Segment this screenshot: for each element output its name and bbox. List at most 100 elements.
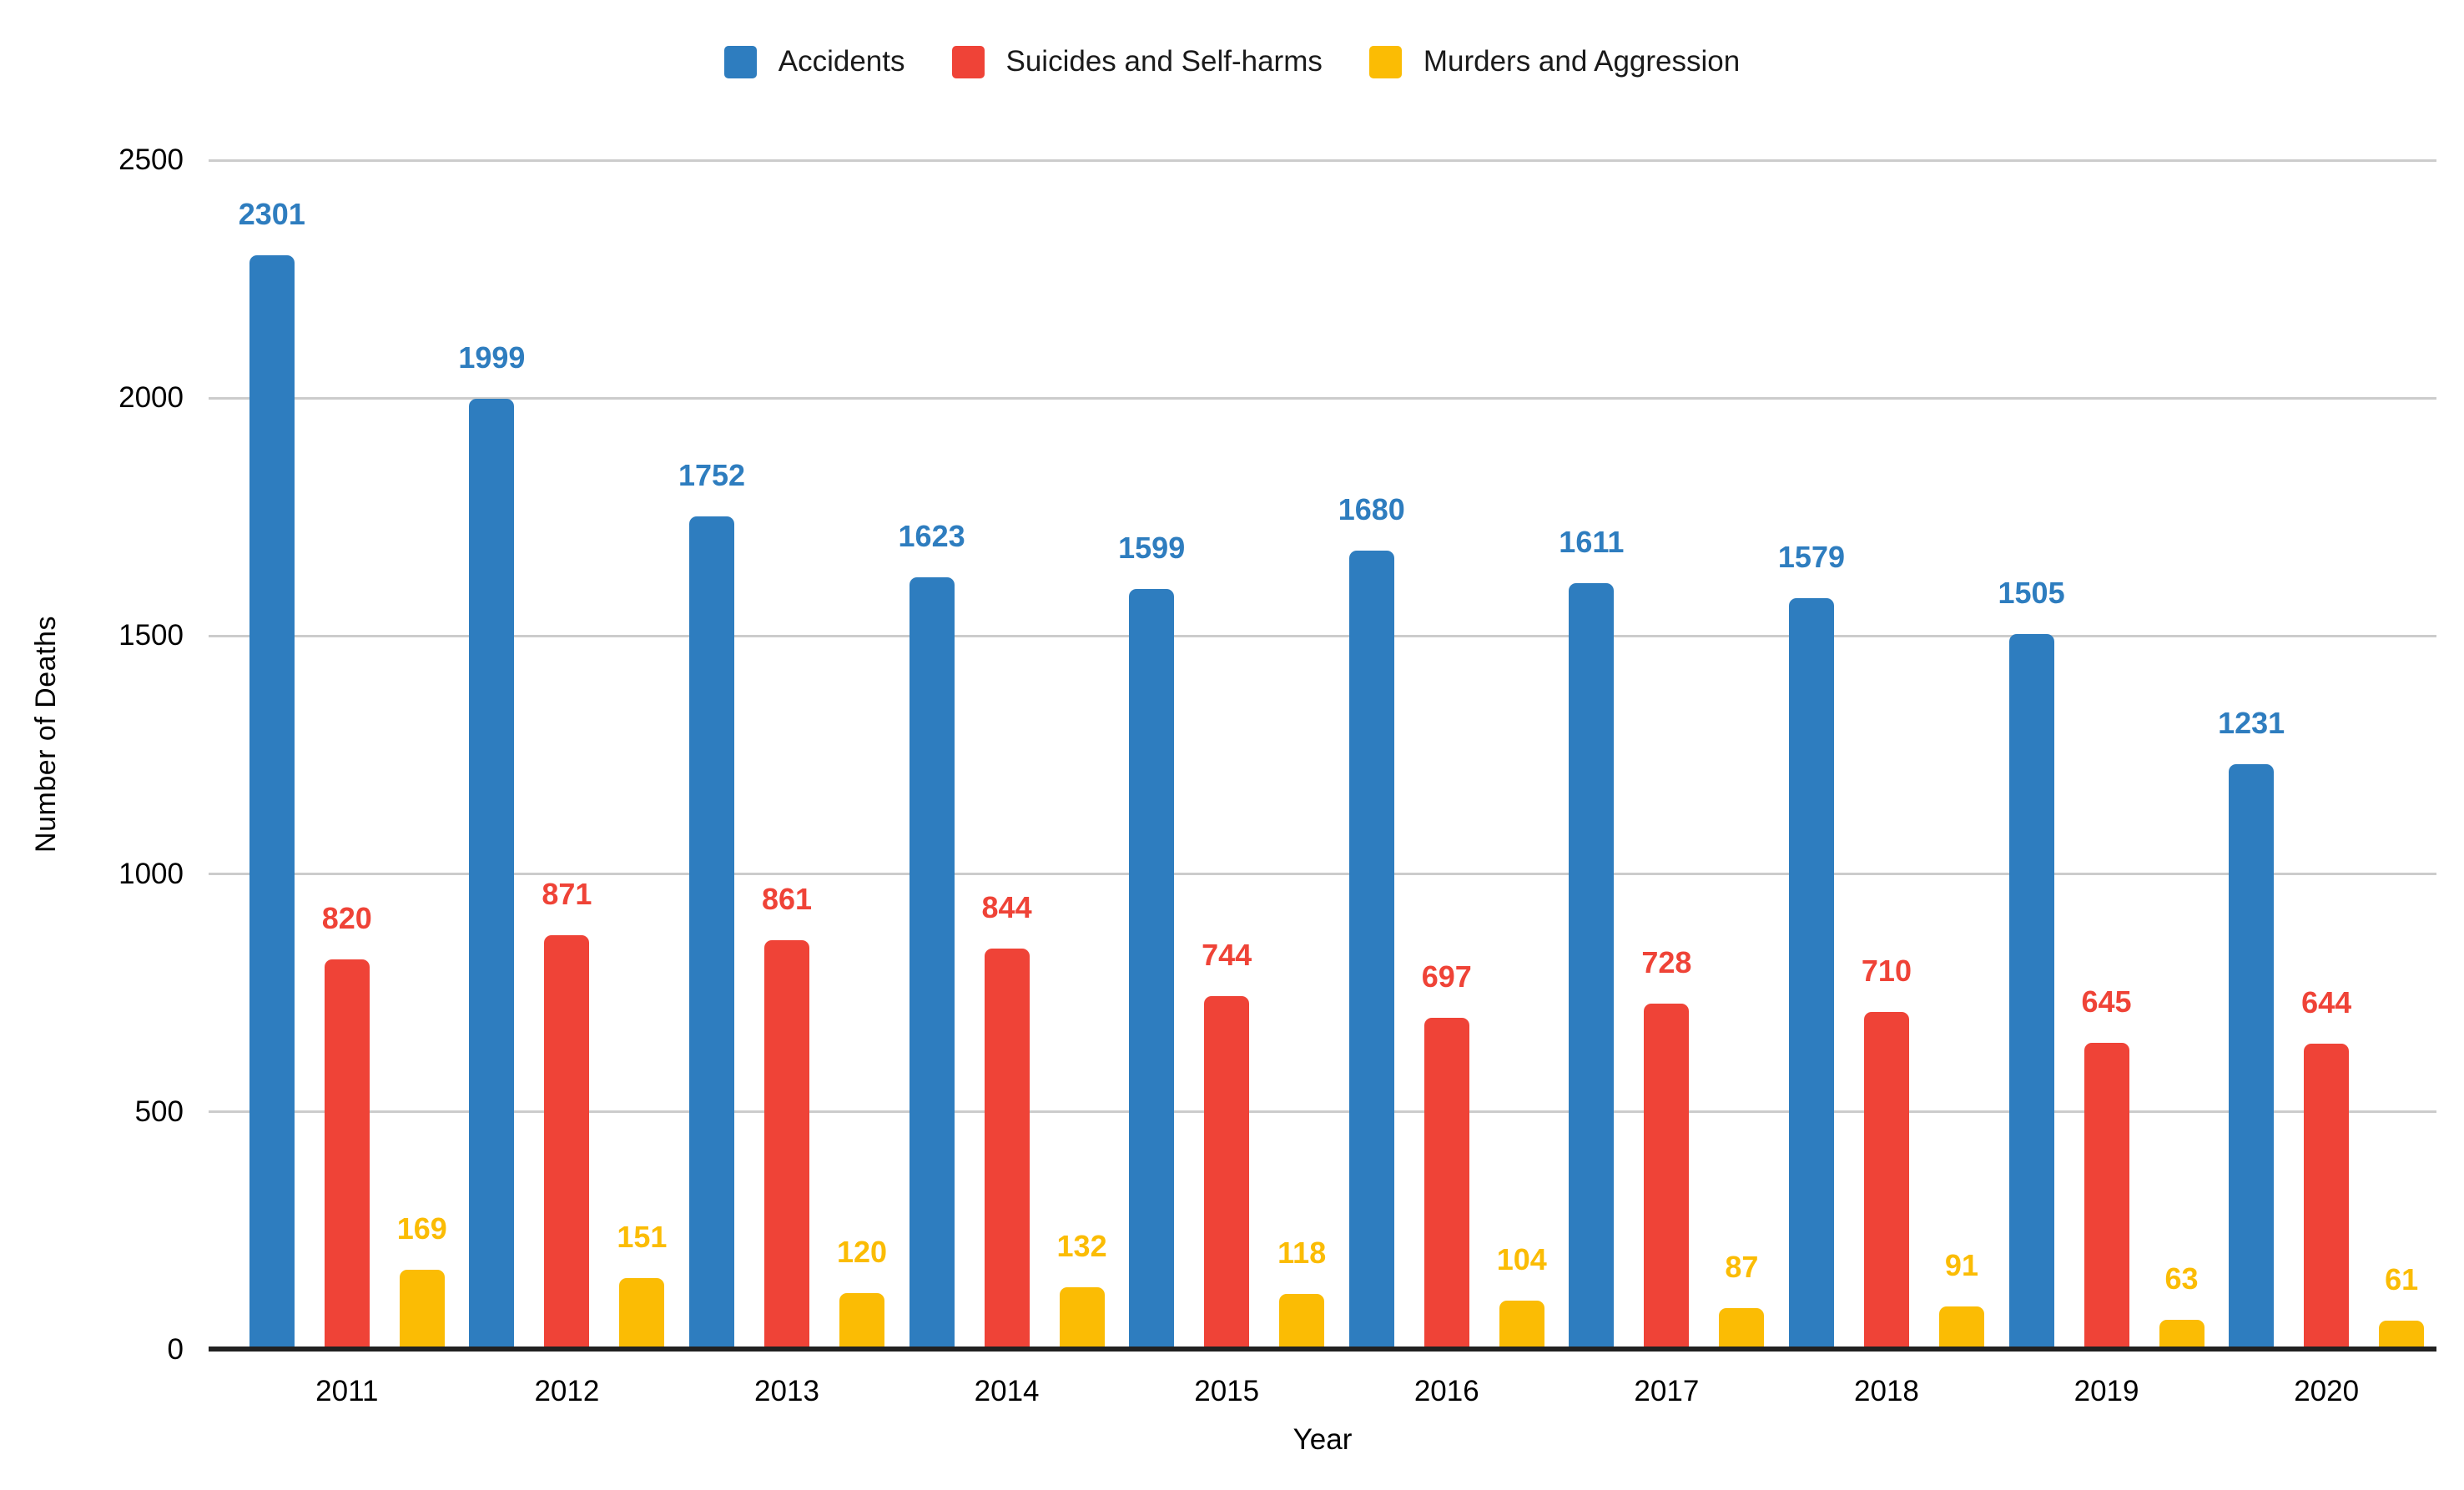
bar-value-label: 1680 (1338, 491, 1405, 526)
x-axis-title: Year (1292, 1423, 1353, 1456)
year-group-2014: 2014 1623 844 132 (897, 160, 1117, 1407)
bar-murders-and-aggression-2011: 169 (397, 1211, 447, 1350)
bar-value-label: 61 (2385, 1262, 2419, 1297)
year-group-2012: 2012 1999 871 151 (457, 160, 678, 1407)
bar-value-label: 820 (321, 901, 372, 936)
x-tick-label: 2014 (974, 1375, 1040, 1407)
bar-value-label: 120 (836, 1234, 888, 1269)
chart-legend: Accidents Suicides and Self-harms Murders … (0, 45, 2464, 78)
legend-item-suicides-and-self-harms: Suicides and Self-harms (951, 45, 1323, 78)
bar-value-label: 1505 (1998, 575, 2065, 610)
bar-value-label: 697 (1421, 959, 1472, 994)
bar-groups: 2011 2301 820 169 2012 1999 871 151 2013 1752 861 1… (237, 160, 2436, 1407)
bar-murders-and-aggression-2013: 120 (837, 1235, 887, 1350)
y-tick-label: 1000 (118, 857, 184, 890)
x-tick-label: 2019 (2073, 1375, 2139, 1407)
y-axis-title: Number of Deaths (30, 616, 62, 853)
x-tick-label: 2015 (1194, 1375, 1260, 1407)
bar-value-label: 1599 (1118, 530, 1186, 565)
year-group-2018: 2018 1579 710 91 (1776, 160, 1997, 1407)
year-group-2013: 2013 1752 861 120 (677, 160, 897, 1407)
bar-suicides-and-self-harms-2013: 861 (762, 882, 812, 1350)
bar-value-label: 844 (981, 889, 1032, 924)
year-group-2011: 2011 2301 820 169 (237, 160, 457, 1407)
bar-accidents-2020: 1231 (2218, 706, 2285, 1350)
bar-accidents-2019: 1505 (1998, 576, 2065, 1350)
bar-suicides-and-self-harms-2015: 744 (1202, 938, 1252, 1350)
bar-accidents-2011: 2301 (239, 197, 305, 1350)
x-tick-label: 2013 (754, 1375, 819, 1407)
bar-value-label: 151 (617, 1219, 668, 1254)
year-group-2016: 2016 1680 697 104 (1337, 160, 1557, 1407)
bar-value-label: 871 (542, 877, 592, 912)
bar-suicides-and-self-harms-2017: 728 (1641, 945, 1691, 1350)
y-tick-label: 0 (167, 1333, 184, 1366)
gridline-2500 (209, 159, 2436, 162)
bar-value-label: 1611 (1559, 525, 1625, 560)
bar-accidents-2015: 1599 (1118, 531, 1185, 1350)
bar-murders-and-aggression-2019: 63 (2159, 1261, 2204, 1350)
bar-value-label: 169 (396, 1211, 447, 1246)
bar-value-label: 132 (1056, 1228, 1107, 1263)
x-tick-label: 2020 (2294, 1375, 2360, 1407)
bar-value-label: 645 (2081, 984, 2132, 1019)
x-tick-label: 2012 (534, 1375, 600, 1407)
year-group-2019: 2019 1505 645 63 (1997, 160, 2217, 1407)
bar-murders-and-aggression-2020: 61 (2379, 1262, 2425, 1350)
bar-murders-and-aggression-2018: 91 (1938, 1248, 1984, 1350)
bar-murders-and-aggression-2016: 104 (1497, 1242, 1547, 1350)
bar-value-label: 1623 (898, 519, 965, 554)
bar-suicides-and-self-harms-2014: 844 (982, 890, 1032, 1350)
bar-value-label: 710 (1861, 954, 1912, 989)
bar-value-label: 644 (2301, 984, 2352, 1019)
bar-value-label: 91 (1944, 1248, 1978, 1283)
bar-value-label: 2301 (238, 196, 305, 231)
bar-value-label: 63 (2164, 1261, 2199, 1296)
bar-value-label: 87 (1725, 1250, 1759, 1285)
x-tick-label: 2011 (315, 1375, 379, 1407)
y-tick-label: 2500 (118, 143, 184, 176)
y-tick-label: 1500 (118, 619, 184, 652)
gridline-1000 (209, 873, 2436, 876)
bar-suicides-and-self-harms-2012: 871 (542, 877, 592, 1350)
year-group-2015: 2015 1599 744 118 (1116, 160, 1337, 1407)
bar-murders-and-aggression-2014: 132 (1057, 1229, 1107, 1350)
y-tick-label: 2000 (118, 381, 184, 415)
bar-suicides-and-self-harms-2019: 645 (2082, 984, 2132, 1350)
bar-accidents-2013: 1752 (678, 458, 745, 1350)
legend-swatch-icon (723, 45, 757, 78)
bar-value-label: 104 (1496, 1241, 1547, 1276)
bar-murders-and-aggression-2017: 87 (1719, 1250, 1765, 1350)
bar-suicides-and-self-harms-2018: 710 (1862, 954, 1912, 1350)
bar-value-label: 744 (1202, 937, 1252, 972)
bar-murders-and-aggression-2012: 151 (617, 1220, 667, 1350)
x-tick-label: 2016 (1413, 1375, 1479, 1407)
plot-area: 0 500 1000 1500 2000 2500 2011 2301 820 169 2012 19… (118, 143, 2436, 1407)
bar-value-label: 1579 (1777, 540, 1845, 575)
legend-item-murders-and-aggression: Murders and Aggression (1368, 45, 1741, 78)
x-axis-line (209, 1347, 2436, 1352)
x-tick-label: 2018 (1854, 1375, 1919, 1407)
year-group-2020: 2020 1231 644 61 (2216, 160, 2436, 1407)
bar-suicides-and-self-harms-2011: 820 (322, 901, 372, 1350)
legend-label: Murders and Aggression (1423, 45, 1741, 78)
gridline-2000 (209, 396, 2436, 400)
bar-value-label: 728 (1641, 944, 1692, 979)
bar-value-label: 1752 (678, 457, 746, 492)
legend-swatch-icon (1368, 45, 1402, 78)
year-group-2017: 2017 1611 728 87 (1557, 160, 1777, 1407)
bar-value-label: 1231 (2218, 705, 2285, 740)
legend-swatch-icon (951, 45, 985, 78)
legend-label: Suicides and Self-harms (1005, 45, 1323, 78)
bar-suicides-and-self-harms-2020: 644 (2301, 985, 2351, 1350)
bar-accidents-2014: 1623 (899, 519, 965, 1350)
bar-murders-and-aggression-2015: 118 (1277, 1236, 1326, 1350)
gridline-500 (209, 1110, 2436, 1114)
bar-accidents-2017: 1611 (1559, 525, 1624, 1350)
bar-value-label: 118 (1277, 1235, 1327, 1270)
bar-suicides-and-self-harms-2016: 697 (1422, 959, 1472, 1350)
x-tick-label: 2017 (1634, 1375, 1700, 1407)
bar-accidents-2016: 1680 (1338, 492, 1405, 1350)
legend-item-accidents: Accidents (723, 45, 905, 78)
legend-label: Accidents (778, 45, 905, 78)
